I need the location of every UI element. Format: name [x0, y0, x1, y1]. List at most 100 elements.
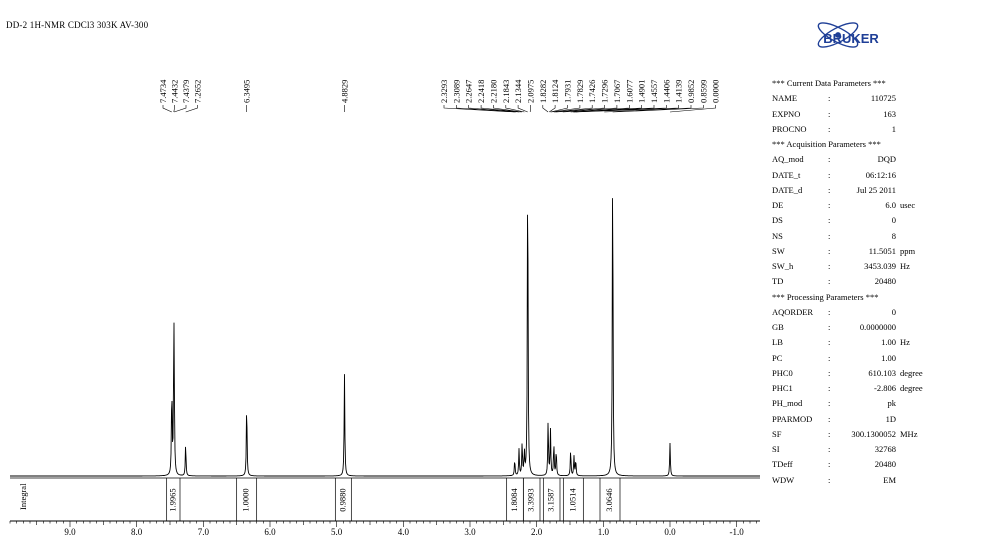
parameter-row: WDW: EM — [772, 473, 942, 488]
parameter-unit: ppm — [900, 245, 916, 256]
parameter-name: LB — [772, 337, 783, 348]
integral-axis-label: Integral — [18, 483, 28, 510]
integral-bracket — [236, 478, 258, 521]
integral-bracket — [599, 478, 621, 521]
parameter-unit: degree — [900, 367, 923, 378]
peak-leader-line — [669, 105, 716, 113]
parameter-value: Jul 25 2011 — [856, 184, 896, 195]
peak-label: 2.3089 — [451, 80, 461, 103]
peak-leader-line — [550, 105, 568, 113]
peak-leader-line — [554, 105, 605, 113]
x-tick-label: 2.0 — [531, 527, 543, 537]
peak-leader-line — [443, 105, 515, 113]
parameter-unit: degree — [900, 383, 923, 393]
parameter-row: SW_h: 3453.039 Hz — [772, 259, 942, 274]
integral-value-label: 1.0000 — [241, 488, 251, 511]
peak-leader-line — [185, 105, 198, 113]
parameter-row: AQ_mod: DQD — [772, 152, 942, 167]
parameter-name: SW_h — [772, 261, 794, 271]
x-tick-label: 1.0 — [598, 527, 610, 537]
parameter-value: 3453.039 — [864, 261, 896, 271]
parameter-row: PH_mod: pk — [772, 396, 942, 411]
x-tick-label: 4.0 — [398, 527, 410, 537]
parameter-name: PROCNO — [772, 123, 807, 134]
parameter-value: 1 — [891, 123, 896, 134]
integral-value-label: 3.0646 — [604, 488, 614, 511]
parameter-row: TDeff: 20480 — [772, 457, 942, 472]
parameter-value: 32768 — [874, 444, 896, 454]
parameter-value: 0 — [891, 215, 896, 226]
integral-value-label: 3.1587 — [546, 488, 556, 511]
peak-label: 1.7296 — [600, 80, 610, 103]
spectrum-title: DD-2 1H-NMR CDCl3 303K AV-300 — [6, 20, 149, 30]
parameter-value: pk — [887, 398, 897, 409]
parameter-separator: : — [828, 169, 831, 180]
parameter-section-header: *** Acquisition Parameters *** — [772, 137, 942, 152]
peak-label: 7.2652 — [193, 80, 203, 103]
peak-leader-line — [505, 105, 525, 113]
parameter-name: AQ_mod — [772, 154, 804, 165]
peak-label: 4.8829 — [340, 80, 350, 103]
peak-label: 0.9852 — [686, 80, 696, 103]
peak-label: 1.7829 — [575, 80, 585, 103]
peak-leader-line — [542, 105, 549, 113]
parameter-name: TD — [772, 276, 784, 287]
peak-label: 1.4901 — [637, 80, 647, 103]
parameter-name: SI — [772, 444, 780, 454]
parameter-value: 8 — [891, 230, 896, 241]
parameter-value: -2.806 — [874, 383, 896, 393]
parameter-separator: : — [828, 337, 831, 348]
parameter-value: 0 — [891, 306, 896, 317]
parameter-value: 11.5051 — [868, 245, 896, 256]
peak-label: 1.7426 — [587, 80, 597, 103]
parameter-separator: : — [828, 230, 831, 241]
parameter-name: PC — [772, 352, 783, 363]
parameter-row: DATE_t: 06:12:16 — [772, 168, 942, 183]
parameter-separator: : — [828, 215, 831, 226]
peak-label: 0.8599 — [698, 80, 708, 103]
peak-label: 6.3495 — [242, 80, 252, 103]
peak-leader-line — [493, 105, 523, 113]
parameter-name: SW — [772, 245, 785, 256]
parameter-separator: : — [828, 367, 831, 378]
parameter-name: DE — [772, 200, 784, 210]
x-tick-label: 8.0 — [131, 527, 143, 537]
peak-label: 2.2180 — [488, 80, 498, 103]
parameter-separator: : — [828, 474, 831, 485]
parameter-separator: : — [828, 306, 831, 317]
peak-label: 7.4734 — [158, 79, 168, 103]
peak-label: 1.4557 — [649, 80, 659, 103]
parameter-separator: : — [828, 398, 831, 409]
parameter-name: PH_mod — [772, 398, 803, 409]
parameter-name: GB — [772, 322, 784, 332]
peak-label: 0.0000 — [711, 80, 721, 103]
parameter-row: GB: 0.0000000 — [772, 320, 942, 335]
atom-icon — [817, 22, 859, 48]
parameter-name: DATE_d — [772, 184, 803, 195]
x-tick-label: 9.0 — [64, 527, 76, 537]
parameter-row: LB: 1.00 Hz — [772, 335, 942, 350]
peak-label: 7.4379 — [181, 80, 191, 103]
integral-bracket — [562, 478, 584, 521]
parameter-value: 300.1300052 — [851, 428, 896, 439]
peak-leader-line — [575, 105, 679, 113]
peak-leader-line — [162, 105, 172, 113]
parameter-separator: : — [828, 154, 831, 165]
parameter-separator: : — [828, 93, 831, 104]
parameter-separator: : — [828, 245, 831, 256]
parameter-row: PC: 1.00 — [772, 351, 942, 366]
integral-bracket — [542, 478, 561, 521]
parameter-row: DATE_d: Jul 25 2011 — [772, 183, 942, 198]
peak-leader-line — [174, 105, 187, 113]
peak-label: 1.4139 — [674, 80, 684, 103]
peak-leader-line — [553, 105, 593, 113]
parameter-section-title: *** Current Data Parameters *** — [772, 78, 886, 88]
parameter-section-title: *** Processing Parameters *** — [772, 291, 879, 302]
parameter-table: *** Current Data Parameters *** NAME: 1107… — [772, 76, 942, 488]
parameter-separator: : — [828, 383, 831, 393]
parameter-separator: : — [828, 108, 831, 119]
peak-leader-line — [456, 105, 517, 113]
parameter-name: DATE_t — [772, 169, 801, 180]
peak-label: 1.8124 — [550, 79, 560, 103]
